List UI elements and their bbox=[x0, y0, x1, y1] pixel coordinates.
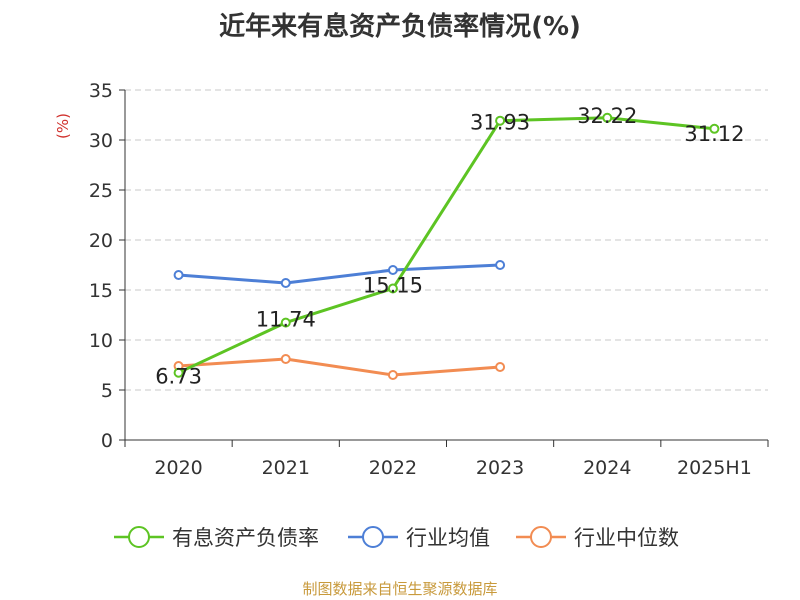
data-label: 32.22 bbox=[577, 104, 637, 128]
x-tick-label: 2025H1 bbox=[677, 457, 752, 479]
legend-item: 行业均值 bbox=[348, 526, 490, 550]
data-point bbox=[280, 278, 291, 288]
series-line bbox=[178, 357, 501, 377]
y-tick-label: 0 bbox=[101, 430, 113, 452]
data-point bbox=[495, 115, 506, 126]
x-tick-label: 2021 bbox=[262, 457, 310, 479]
legend-marker bbox=[530, 526, 552, 548]
data-point bbox=[495, 260, 506, 270]
data-point bbox=[387, 283, 398, 294]
data-point bbox=[387, 265, 398, 275]
legend-label: 有息资产负债率 bbox=[172, 526, 319, 550]
grid-lines bbox=[125, 89, 768, 391]
legend-marker bbox=[128, 526, 150, 548]
data-point bbox=[495, 362, 506, 372]
source-note: 制图数据来自恒生聚源数据库 bbox=[302, 580, 498, 598]
data-label: 6.73 bbox=[155, 365, 202, 389]
legend-item: 行业中位数 bbox=[516, 526, 679, 550]
data-label: 31.12 bbox=[684, 122, 744, 146]
data-point bbox=[280, 317, 291, 328]
legend-label: 行业中位数 bbox=[574, 526, 679, 550]
data-point bbox=[173, 270, 184, 280]
x-tick-label: 2023 bbox=[476, 457, 524, 479]
series-line bbox=[177, 116, 715, 375]
y-tick-label: 20 bbox=[89, 230, 113, 252]
chart-title: 近年来有息资产负债率情况(%) bbox=[219, 12, 581, 42]
legend: 有息资产负债率 行业均值 行业中位数 bbox=[114, 526, 679, 550]
y-tick-label: 15 bbox=[89, 280, 113, 302]
data-point bbox=[602, 112, 613, 123]
legend-marker bbox=[362, 526, 384, 548]
data-labels: 6.73 11.74 15.15 31.93 32.22 31.12 bbox=[155, 104, 744, 389]
data-point bbox=[173, 367, 184, 378]
y-axis-label: (%) bbox=[54, 113, 72, 139]
x-tick-label: 2024 bbox=[583, 457, 631, 479]
data-point bbox=[387, 370, 398, 380]
data-label: 11.74 bbox=[256, 308, 316, 332]
legend-item: 有息资产负债率 bbox=[114, 526, 319, 550]
x-tick-label: 2020 bbox=[154, 457, 202, 479]
y-tick-label: 35 bbox=[89, 80, 113, 102]
axes: 0 5 10 15 20 25 30 35 2020 2021 2022 2023 2024 2025H1 bbox=[89, 80, 769, 479]
data-label: 15.15 bbox=[363, 274, 423, 298]
y-tick-label: 5 bbox=[101, 380, 113, 402]
data-point bbox=[709, 123, 720, 134]
x-tick-label: 2022 bbox=[369, 457, 417, 479]
y-tick-label: 10 bbox=[89, 330, 113, 352]
y-tick-label: 25 bbox=[89, 180, 113, 202]
series-line bbox=[178, 263, 501, 285]
data-label: 31.93 bbox=[470, 111, 530, 135]
data-point bbox=[280, 354, 291, 364]
legend-label: 行业均值 bbox=[406, 526, 490, 550]
series-lines bbox=[173, 112, 720, 380]
y-tick-label: 30 bbox=[89, 130, 113, 152]
